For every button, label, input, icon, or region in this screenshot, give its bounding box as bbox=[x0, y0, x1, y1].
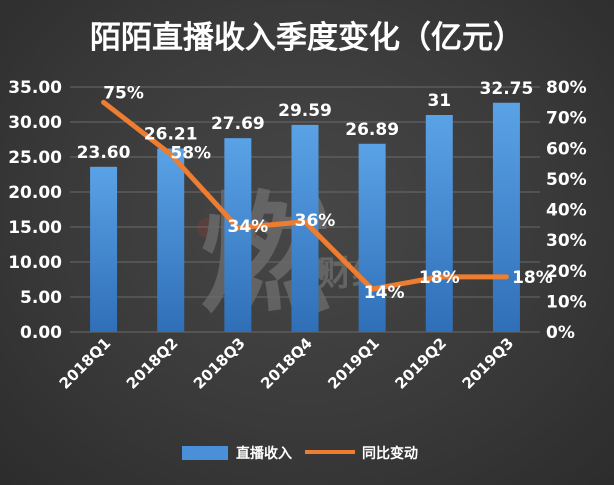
line-data-label: 58% bbox=[170, 143, 211, 163]
bar-data-label: 29.59 bbox=[278, 101, 332, 121]
bars-layer bbox=[90, 102, 520, 333]
y-right-tick-label: 20% bbox=[546, 262, 587, 282]
bar-data-label: 26.21 bbox=[144, 125, 198, 145]
y-right-tick-label: 70% bbox=[546, 109, 587, 129]
y-left-tick-label: 20.00 bbox=[8, 183, 62, 203]
y-left-tick-label: 30.00 bbox=[8, 113, 62, 133]
line-data-label: 14% bbox=[364, 283, 405, 303]
bar-data-label: 27.69 bbox=[211, 114, 265, 134]
line-point-2018Q4 bbox=[302, 219, 308, 225]
line-data-label: 36% bbox=[295, 211, 336, 231]
y-right-tick-label: 80% bbox=[546, 78, 587, 98]
bar-data-label: 32.75 bbox=[480, 79, 534, 99]
y-right-tick-label: 50% bbox=[546, 170, 587, 190]
line-point-2019Q1 bbox=[369, 286, 375, 292]
bar-2018Q1 bbox=[90, 166, 118, 332]
line-layer bbox=[101, 99, 509, 292]
bar-2019Q1 bbox=[358, 143, 386, 332]
y-left-tick-label: 35.00 bbox=[8, 78, 62, 98]
bar-2019Q3 bbox=[492, 102, 520, 332]
line-data-label: 34% bbox=[228, 217, 269, 237]
x-tick-label: 2018Q3 bbox=[190, 334, 249, 393]
x-tick-label: 2019Q1 bbox=[324, 334, 383, 393]
y-left-tick-label: 10.00 bbox=[8, 253, 62, 273]
y-right-tick-label: 30% bbox=[546, 231, 587, 251]
labels-layer: 23.60 26.21 27.69 29.59 26.89 31 32.75 75% 58% 34… bbox=[77, 79, 553, 303]
x-tick-label: 2018Q2 bbox=[123, 334, 182, 393]
y-right-tick-label: 60% bbox=[546, 139, 587, 159]
line-point-2018Q2 bbox=[168, 151, 174, 157]
x-tick-label: 2018Q1 bbox=[56, 334, 115, 393]
legend-label-line: 同比变动 bbox=[362, 445, 418, 462]
line-point-2019Q2 bbox=[436, 274, 442, 280]
y-right-tick-label: 40% bbox=[546, 201, 587, 221]
bar-data-label: 23.60 bbox=[77, 143, 131, 163]
bar-data-label: 26.89 bbox=[345, 120, 399, 140]
y-axis-left: 0.00 5.00 10.00 15.00 20.00 25.00 30.00 35.00 bbox=[8, 78, 62, 343]
legend-swatch-bar bbox=[182, 446, 228, 460]
bar-2018Q3 bbox=[224, 138, 252, 332]
y-axis-right: 0% 10% 20% 30% 40% 50% 60% 70% 80% bbox=[546, 78, 587, 343]
y-left-tick-label: 5.00 bbox=[20, 288, 62, 308]
y-right-tick-label: 0% bbox=[546, 323, 575, 343]
y-left-tick-label: 0.00 bbox=[20, 323, 62, 343]
line-data-label: 18% bbox=[512, 268, 553, 288]
x-tick-label: 2019Q3 bbox=[459, 334, 518, 393]
x-axis: 2018Q1 2018Q2 2018Q3 2018Q4 2019Q1 2019Q2 2019… bbox=[56, 334, 518, 393]
y-left-tick-label: 15.00 bbox=[8, 218, 62, 238]
line-point-2018Q1 bbox=[101, 99, 107, 105]
bar-data-label: 31 bbox=[427, 91, 451, 111]
line-data-label: 75% bbox=[103, 83, 144, 103]
bar-2019Q2 bbox=[425, 115, 453, 332]
line-point-2019Q3 bbox=[503, 274, 509, 280]
x-tick-label: 2019Q2 bbox=[391, 334, 450, 393]
y-left-tick-label: 25.00 bbox=[8, 148, 62, 168]
chart-title: 陌陌直播收入季度变化（亿元） bbox=[90, 20, 524, 56]
line-point-2018Q3 bbox=[235, 225, 241, 231]
line-data-label: 18% bbox=[419, 268, 460, 288]
legend: 直播收入 同比变动 bbox=[182, 445, 418, 462]
bar-2018Q2 bbox=[157, 148, 185, 332]
y-right-tick-label: 10% bbox=[546, 292, 587, 312]
x-tick-label: 2018Q4 bbox=[257, 334, 316, 393]
legend-label-bar: 直播收入 bbox=[236, 445, 292, 462]
